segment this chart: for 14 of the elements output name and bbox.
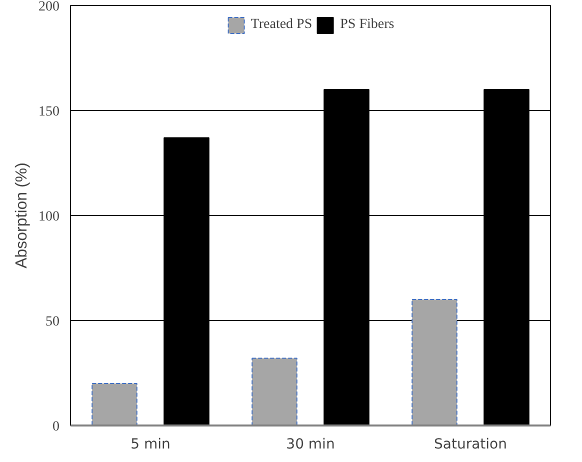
bar	[92, 383, 138, 426]
x-tick-label: Saturation	[434, 436, 507, 452]
x-tick-label: 5 min	[130, 436, 170, 452]
bar	[412, 299, 458, 426]
y-tick-label: 50	[46, 314, 60, 330]
y-axis-title: Absorption (%)	[14, 162, 30, 268]
legend-label: PS Fibers	[340, 17, 394, 33]
x-tick-label: 30 min	[286, 436, 335, 452]
bar	[252, 358, 298, 426]
y-tick-label: 150	[38, 104, 60, 120]
legend-label: Treated PS	[250, 17, 312, 33]
y-tick-label: 200	[38, 0, 60, 14]
y-tick-label: 0	[52, 420, 60, 434]
y-tick-label: 100	[38, 210, 60, 224]
